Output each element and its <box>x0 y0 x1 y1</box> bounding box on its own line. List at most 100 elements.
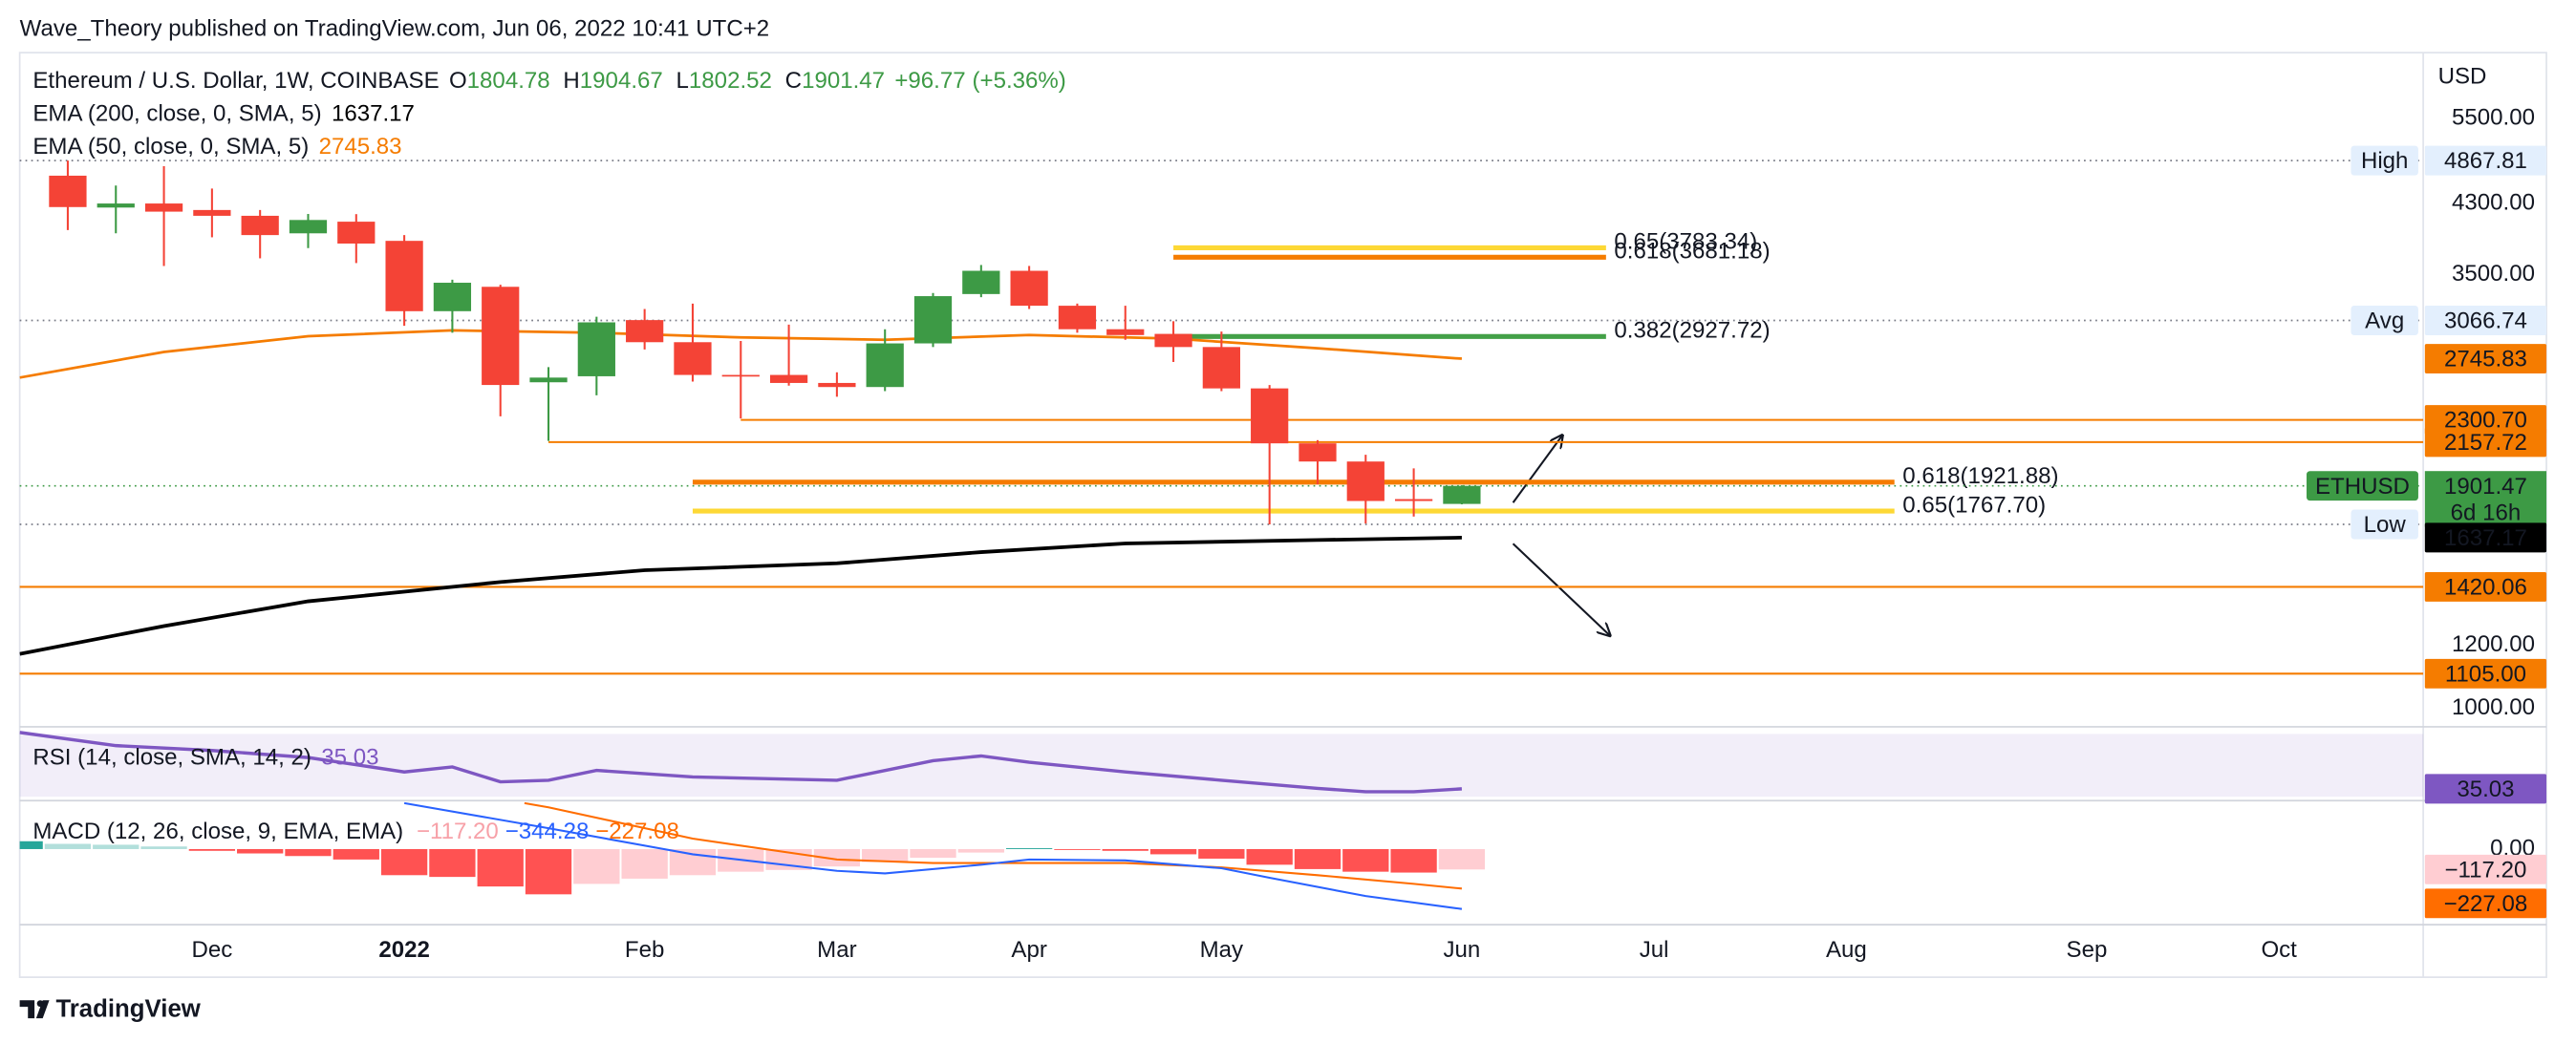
candle-body <box>818 382 856 388</box>
marker-name-bg <box>2351 509 2418 540</box>
histogram-bar <box>1438 848 1486 870</box>
signal-line <box>524 801 1463 890</box>
y-axis-label: USD <box>2438 63 2487 89</box>
marker-name: Avg <box>2365 309 2404 334</box>
fib-label: 0.618(1921.88) <box>1902 463 2058 489</box>
level-badge-bg <box>2424 571 2547 602</box>
candle-body <box>241 215 279 236</box>
candle-body <box>193 209 231 216</box>
candle-body <box>577 322 615 376</box>
macd-signal-badge: −227.08 <box>2444 891 2528 917</box>
countdown: 6d 16h <box>2451 500 2522 525</box>
level-badge: 1105.00 <box>2445 661 2526 687</box>
histogram-bar <box>621 848 668 879</box>
x-tick-label: Aug <box>1826 937 1867 963</box>
histogram-bar <box>93 844 140 849</box>
level-badge: 1420.06 <box>2444 575 2527 601</box>
fib-label: 0.65(1767.70) <box>1902 492 2046 518</box>
histogram-bar <box>669 848 717 876</box>
ohlc-key: H <box>563 68 579 94</box>
level-badge-bg <box>2424 658 2547 689</box>
marker-value-bg <box>2424 145 2547 176</box>
marker-name: High <box>2361 148 2408 174</box>
fib-label: 0.382(2927.72) <box>1614 318 1770 344</box>
marker-value: 4867.81 <box>2444 148 2527 174</box>
candle-body <box>1010 270 1048 307</box>
last-price-bg <box>2424 471 2547 527</box>
rsi-legend: RSI (14, close, SMA, 14, 2) 35.03 <box>32 745 378 771</box>
candle-body <box>482 287 520 386</box>
candle-body <box>337 222 376 244</box>
histogram-bar <box>1294 848 1342 869</box>
ohlc-value: 1901.47 <box>802 68 885 94</box>
ema-line <box>19 535 1462 656</box>
marker-value-bg <box>2424 306 2547 335</box>
legend-name: EMA (200, close, 0, SMA, 5) <box>32 101 321 127</box>
legend-value: 35.03 <box>321 745 378 771</box>
histogram-bar <box>862 848 909 862</box>
histogram-bar <box>1149 848 1197 855</box>
footer-logo <box>19 1000 50 1019</box>
legend-macd: −344.28 <box>505 819 590 844</box>
ema-badge-bg <box>2424 344 2547 374</box>
candle-body <box>433 283 472 311</box>
candle-body <box>674 342 712 375</box>
histogram-bar <box>285 848 332 857</box>
macd-signal-badge-bg <box>2424 888 2547 919</box>
x-tick-label: Mar <box>817 937 856 963</box>
last-price-value: 1901.47 <box>2444 474 2527 500</box>
marker-name: Low <box>2364 512 2407 538</box>
rsi-badge-bg <box>2424 774 2547 804</box>
marker-name-bg <box>2351 306 2418 335</box>
up-arrow <box>1512 436 1563 503</box>
histogram-bar <box>957 848 1004 853</box>
candle-body <box>1346 461 1385 501</box>
histogram-bar <box>525 848 572 895</box>
histogram-bar <box>1390 848 1437 873</box>
histogram-bar <box>1005 848 1053 849</box>
y-tick-label: 4300.00 <box>2452 189 2535 215</box>
candle-body <box>721 374 760 377</box>
macd-hist-badge: −117.20 <box>2444 857 2526 883</box>
candle-body <box>913 296 953 344</box>
rsi-band <box>19 734 2424 798</box>
candle-body <box>962 270 1000 294</box>
ohlc-key: O <box>449 68 467 94</box>
last-price-name: ETHUSD <box>2315 474 2410 500</box>
legend-line: EMA (50, close, 0, SMA, 5) 2745.83 <box>32 134 401 160</box>
ohlc-value: 1904.67 <box>580 68 663 94</box>
y-tick-label: 1000.00 <box>2452 694 2535 720</box>
macd-line <box>403 801 1463 910</box>
histogram-bar <box>44 843 92 849</box>
histogram-bar <box>188 848 236 851</box>
x-tick-label: May <box>1200 937 1243 963</box>
ema-badge-bg <box>2424 522 2547 553</box>
ema-badge: 1637.17 <box>2444 525 2527 551</box>
fib-label: 0.65(3783.34) <box>1614 229 1757 255</box>
footer-brand: TradingView <box>55 995 201 1022</box>
histogram-bar <box>237 848 284 854</box>
marker-value: 3066.74 <box>2444 309 2527 334</box>
candle-body <box>97 203 135 208</box>
candle-body <box>1299 443 1337 462</box>
legend-name: EMA (50, close, 0, SMA, 5) <box>32 134 309 160</box>
ohlc-key: C <box>785 68 802 94</box>
candle-body <box>1058 306 1097 330</box>
histogram-bar <box>910 848 956 859</box>
x-tick-label: Jul <box>1640 937 1669 963</box>
histogram-bar <box>1246 848 1293 865</box>
legend-value: 2745.83 <box>319 134 402 160</box>
candle-body <box>1154 333 1192 348</box>
x-tick-label: Dec <box>191 937 232 963</box>
histogram-bar <box>333 848 379 860</box>
legend-value: 1637.17 <box>332 101 415 127</box>
ema-badge: 2745.83 <box>2444 347 2527 372</box>
x-tick-label: Sep <box>2067 937 2108 963</box>
candle-body <box>1202 347 1240 389</box>
level-badge-bg <box>2424 405 2547 436</box>
candle-body <box>385 241 423 311</box>
last-price-name-bg <box>2307 471 2418 501</box>
y-tick-label: 1200.00 <box>2452 631 2535 657</box>
candle-body <box>1394 499 1433 501</box>
